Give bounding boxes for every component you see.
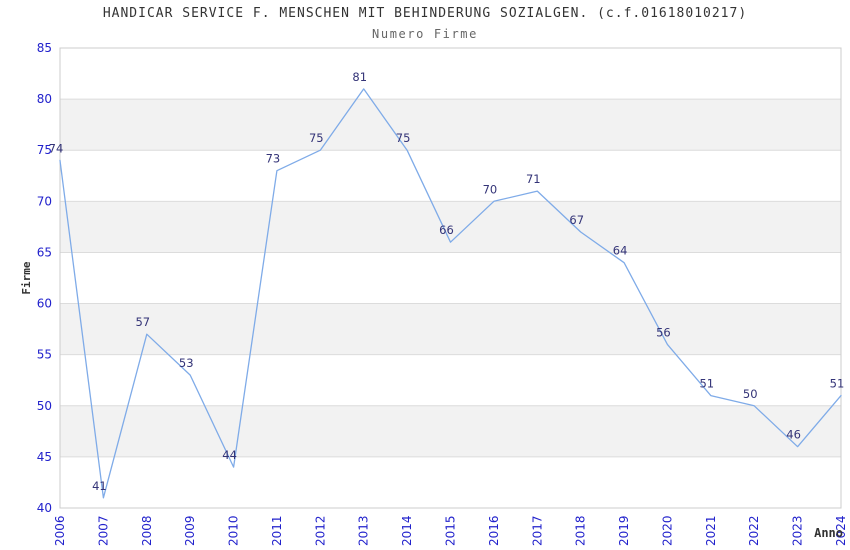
x-tick-label: 2016 [487, 515, 501, 546]
data-label: 75 [396, 131, 411, 145]
grid-band [60, 405, 841, 457]
y-tick-label: 65 [37, 245, 52, 259]
data-label: 53 [179, 356, 194, 370]
data-label: 56 [656, 325, 671, 339]
y-axis-title: Firme [20, 261, 33, 294]
grid-band [60, 99, 841, 151]
x-tick-label: 2017 [530, 515, 544, 546]
x-axis-title: Anno [814, 526, 843, 540]
x-tick-label: 2015 [444, 515, 458, 546]
y-tick-label: 60 [37, 297, 52, 311]
x-tick-label: 2012 [313, 515, 327, 546]
x-tick-label: 2010 [227, 515, 241, 546]
grid-band [60, 303, 841, 355]
data-label: 50 [743, 387, 758, 401]
x-tick-label: 2021 [704, 515, 718, 546]
plot-border [59, 47, 842, 509]
y-tick-label: 55 [37, 348, 52, 362]
y-tick-label: 40 [37, 501, 52, 515]
x-tick-label: 2006 [53, 515, 67, 546]
x-tick-label: 2007 [96, 515, 110, 546]
data-label: 51 [699, 377, 714, 391]
y-tick-label: 70 [37, 194, 52, 208]
y-tick-label: 45 [37, 450, 52, 464]
chart-title: HANDICAR SERVICE F. MENSCHEN MIT BEHINDE… [102, 6, 748, 21]
data-label: 75 [309, 131, 324, 145]
y-tick-label: 80 [37, 92, 52, 106]
x-tick-label: 2024 [834, 515, 848, 546]
x-tick-label: 2011 [270, 515, 284, 546]
x-tick-label: 2018 [574, 515, 588, 546]
data-label: 44 [222, 448, 237, 462]
data-label: 51 [830, 377, 845, 391]
y-tick-label: 75 [37, 143, 52, 157]
x-tick-label: 2014 [400, 515, 414, 546]
y-tick-label: 50 [37, 399, 52, 413]
x-tick-label: 2008 [140, 515, 154, 546]
data-label: 41 [92, 479, 107, 493]
data-label: 71 [526, 172, 541, 186]
data-label: 64 [613, 244, 628, 258]
series-line [59, 88, 842, 499]
data-label: 74 [49, 141, 64, 155]
x-tick-label: 2009 [183, 515, 197, 546]
data-label: 81 [352, 70, 367, 84]
x-tick-label: 2020 [660, 515, 674, 546]
chart-subtitle: Numero Firme [372, 27, 478, 41]
data-label: 73 [266, 152, 281, 166]
x-tick-label: 2013 [357, 515, 371, 546]
y-tick-label: 85 [37, 41, 52, 55]
data-label: 67 [569, 213, 584, 227]
data-label: 57 [135, 315, 150, 329]
data-label: 46 [786, 428, 801, 442]
x-tick-label: 2023 [791, 515, 805, 546]
x-tick-label: 2022 [747, 515, 761, 546]
x-tick-label: 2019 [617, 515, 631, 546]
grid-band [60, 201, 841, 253]
data-label: 66 [439, 223, 454, 237]
data-label: 70 [483, 182, 498, 196]
